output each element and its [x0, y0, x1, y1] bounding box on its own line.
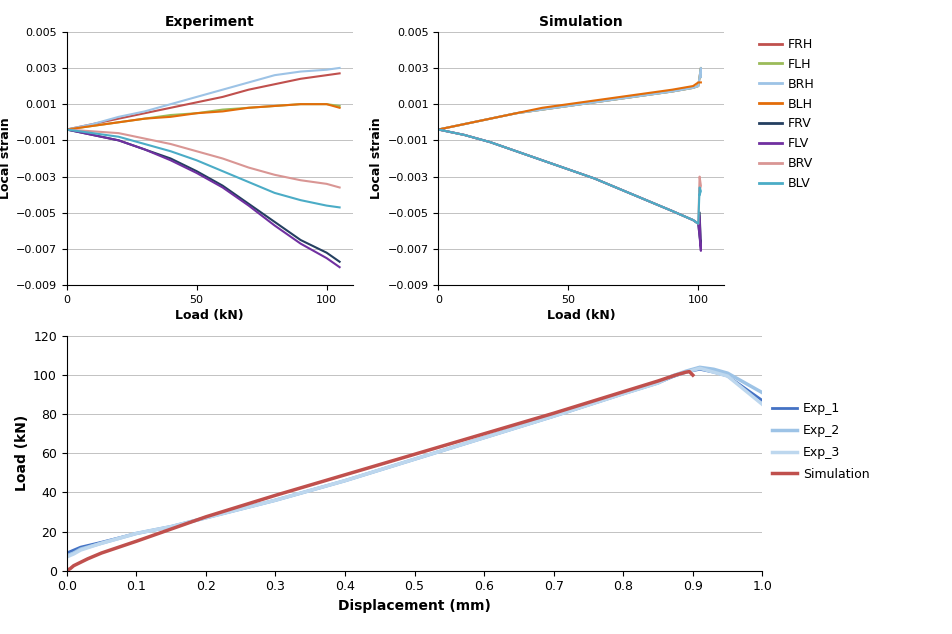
- Exp_3: [693, 365, 704, 372]
- Exp_2: [68, 549, 79, 557]
- Exp_3: [269, 496, 281, 504]
- Exp_3: [408, 455, 420, 463]
- Exp_1: [130, 529, 142, 537]
- Title: Simulation: Simulation: [539, 15, 623, 29]
- Line: Exp_3: Exp_3: [67, 368, 762, 557]
- Title: Experiment: Experiment: [165, 15, 254, 29]
- Line: Exp_2: Exp_2: [67, 367, 762, 556]
- Simulation: [683, 368, 694, 375]
- Exp_1: [408, 455, 420, 463]
- Exp_1: [61, 549, 72, 557]
- Exp_1: [269, 496, 281, 504]
- Simulation: [339, 471, 350, 479]
- Line: Exp_1: Exp_1: [67, 369, 762, 553]
- Exp_2: [707, 365, 719, 373]
- Exp_1: [68, 547, 79, 554]
- Legend: Exp_1, Exp_2, Exp_3, Simulation: Exp_1, Exp_2, Exp_3, Simulation: [765, 398, 874, 486]
- Exp_2: [269, 496, 281, 504]
- Exp_3: [617, 390, 628, 398]
- Exp_3: [75, 547, 87, 554]
- Exp_3: [665, 372, 677, 380]
- Exp_3: [722, 372, 733, 380]
- Exp_1: [722, 372, 733, 380]
- Exp_3: [95, 540, 107, 547]
- Y-axis label: Local strain: Local strain: [0, 118, 11, 199]
- Simulation: [61, 567, 72, 574]
- Exp_2: [478, 434, 489, 441]
- Exp_3: [130, 529, 142, 537]
- Exp_3: [680, 368, 691, 376]
- Y-axis label: Load (kN): Load (kN): [15, 415, 29, 491]
- Simulation: [95, 549, 107, 557]
- Exp_2: [200, 514, 211, 522]
- Exp_3: [478, 434, 489, 441]
- Exp_1: [651, 379, 663, 387]
- Simulation: [686, 372, 698, 379]
- Exp_1: [200, 514, 211, 522]
- Exp_2: [61, 552, 72, 560]
- Y-axis label: Local strain: Local strain: [370, 118, 383, 199]
- Line: Simulation: Simulation: [67, 372, 692, 571]
- Simulation: [651, 377, 663, 385]
- X-axis label: Load (kN): Load (kN): [175, 309, 244, 322]
- Exp_1: [166, 523, 177, 531]
- Simulation: [617, 388, 628, 396]
- Exp_2: [166, 523, 177, 531]
- Exp_3: [68, 550, 79, 558]
- Exp_1: [665, 373, 677, 381]
- Exp_1: [680, 368, 691, 376]
- Simulation: [408, 451, 420, 458]
- Exp_3: [339, 477, 350, 484]
- Exp_3: [651, 379, 663, 387]
- Exp_2: [680, 367, 691, 375]
- Simulation: [680, 368, 691, 376]
- Simulation: [547, 410, 559, 417]
- Exp_1: [339, 477, 350, 484]
- Exp_3: [200, 514, 211, 522]
- Exp_1: [756, 397, 767, 404]
- Simulation: [65, 565, 76, 573]
- Exp_1: [478, 434, 489, 441]
- Exp_2: [547, 412, 559, 420]
- Exp_1: [693, 365, 704, 373]
- Simulation: [669, 372, 681, 379]
- Exp_1: [617, 390, 628, 398]
- X-axis label: Displacement (mm): Displacement (mm): [338, 599, 490, 613]
- Simulation: [82, 555, 93, 563]
- Legend: FRH, FLH, BRH, BLH, FRV, FLV, BRV, BLV: FRH, FLH, BRH, BLH, FRV, FLV, BRV, BLV: [759, 38, 814, 190]
- Exp_1: [707, 368, 719, 376]
- Exp_2: [651, 379, 663, 387]
- Simulation: [478, 430, 489, 437]
- Simulation: [68, 562, 79, 569]
- Exp_2: [617, 390, 628, 398]
- Exp_3: [547, 412, 559, 420]
- Simulation: [269, 491, 281, 499]
- Exp_2: [665, 372, 677, 380]
- Exp_3: [707, 368, 719, 376]
- Exp_2: [693, 363, 704, 371]
- Simulation: [200, 513, 211, 521]
- Exp_2: [75, 545, 87, 553]
- Exp_2: [95, 540, 107, 547]
- Exp_3: [166, 523, 177, 531]
- Exp_1: [95, 538, 107, 546]
- Exp_3: [756, 401, 767, 408]
- Exp_1: [547, 412, 559, 420]
- Exp_1: [75, 543, 87, 551]
- Exp_2: [722, 370, 733, 377]
- X-axis label: Load (kN): Load (kN): [546, 309, 615, 322]
- Simulation: [130, 538, 142, 545]
- Exp_2: [130, 529, 142, 537]
- Exp_2: [756, 389, 767, 396]
- Exp_3: [61, 553, 72, 560]
- Exp_2: [408, 455, 420, 463]
- Exp_2: [339, 477, 350, 484]
